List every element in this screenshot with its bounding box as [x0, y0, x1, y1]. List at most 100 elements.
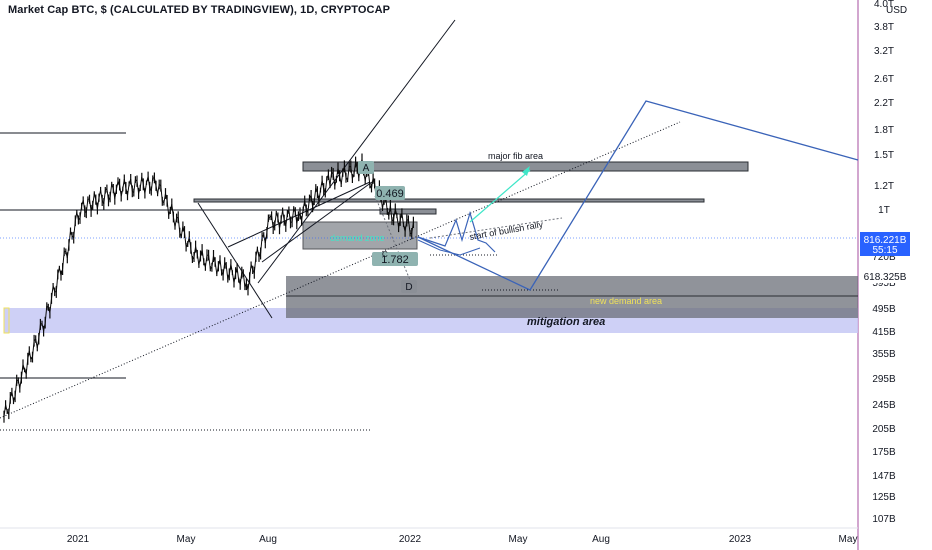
price-segment	[22, 364, 26, 371]
price-segment	[340, 172, 344, 185]
price-segment	[3, 404, 7, 417]
x-tick-label: May	[509, 534, 528, 545]
price-segment	[188, 236, 192, 249]
price-segment	[136, 181, 140, 194]
price-segment	[291, 208, 295, 222]
last-price-box[interactable]	[860, 232, 910, 256]
price-segment	[139, 176, 143, 188]
label-c: C	[382, 250, 388, 259]
price-segment	[66, 244, 70, 258]
price-segment	[158, 184, 162, 187]
price-segment	[275, 212, 279, 218]
pattern-line-1	[197, 202, 273, 319]
price-segment	[90, 205, 94, 212]
label-1782-box	[372, 252, 418, 266]
price-segment	[296, 215, 299, 224]
y-tick-label: 147B	[872, 471, 896, 482]
price-segment	[111, 184, 114, 189]
price-segment	[74, 212, 78, 221]
price-segment	[324, 178, 328, 193]
y-tick-label: 720B	[872, 252, 896, 263]
price-segment	[253, 256, 257, 273]
price-segment	[279, 219, 282, 229]
price-segment	[315, 187, 318, 193]
price-segment	[219, 259, 223, 273]
price-segment	[213, 255, 216, 263]
y-tick-label: 175B	[872, 447, 896, 458]
price-segment	[5, 404, 8, 412]
y-tick-label: 245B	[872, 400, 896, 411]
price-segment	[225, 265, 229, 279]
price-segment	[122, 179, 125, 190]
price-segment	[394, 208, 398, 216]
price-segment	[20, 364, 24, 378]
dotted-trendline	[0, 121, 681, 419]
y-tick-label: 355B	[872, 349, 896, 360]
x-axis: 2021 May Aug 2022 May Aug 2023 May	[67, 534, 858, 545]
price-segment	[196, 254, 200, 265]
price-segment	[230, 264, 233, 273]
x-tick-label: 2022	[399, 534, 422, 545]
price-segment	[46, 305, 49, 308]
price-segment	[182, 226, 185, 233]
price-segment	[133, 179, 136, 193]
price-segment	[32, 340, 35, 358]
price-segment	[294, 211, 298, 224]
price-segment	[337, 168, 341, 176]
price-segment	[227, 274, 230, 279]
price-segment	[301, 208, 304, 222]
price-segment	[401, 213, 404, 225]
price-segment	[255, 248, 258, 257]
price-segment	[96, 197, 100, 209]
price-segment	[123, 179, 127, 189]
price-segment	[266, 218, 269, 233]
price-segment	[329, 172, 333, 186]
reference-price-box	[860, 270, 910, 283]
price-segment	[393, 208, 396, 220]
price-segment	[168, 210, 171, 216]
price-segment	[191, 256, 195, 260]
price-segment	[198, 255, 201, 265]
last-price-countdown: 55:15	[872, 245, 897, 256]
y-axis: 4.0T 3.8T 3.2T 2.6T 2.2T 1.8T 1.5T 1.2T 1T 720B 59…	[872, 0, 896, 525]
price-segment	[389, 205, 393, 222]
price-segment	[174, 217, 178, 227]
price-segment	[30, 356, 33, 360]
price-segment	[201, 249, 205, 262]
price-segment	[228, 264, 232, 275]
price-segment	[157, 184, 160, 195]
y-tick-label: 415B	[872, 327, 896, 338]
price-segment	[290, 221, 293, 223]
y-tick-label: 595B	[872, 278, 896, 289]
price-segment	[144, 182, 147, 194]
price-segment	[285, 213, 288, 227]
price-segment	[312, 201, 315, 207]
price-segment	[313, 188, 317, 202]
label-major-fib: major fib area	[488, 151, 543, 161]
price-segment	[193, 246, 197, 258]
label-a: A	[363, 163, 370, 174]
price-segment	[85, 199, 89, 213]
price-segment	[115, 181, 119, 190]
price-segment	[106, 188, 109, 201]
price-segment	[76, 212, 79, 221]
price-segment	[407, 219, 411, 234]
price-segment	[19, 377, 22, 389]
price-segment	[60, 268, 64, 276]
price-segment	[249, 264, 252, 278]
price-segment	[51, 285, 54, 299]
projection-zigzag	[417, 210, 496, 253]
diagonal-line	[257, 19, 456, 284]
currency-label[interactable]: USD	[886, 5, 908, 16]
price-segment	[38, 324, 41, 339]
price-segment	[222, 262, 226, 275]
y-tick-label: 3.2T	[874, 46, 894, 57]
price-segment	[274, 212, 277, 226]
x-tick-label: May	[839, 534, 858, 545]
price-segment	[184, 232, 187, 248]
price-segment	[171, 204, 174, 217]
price-segment	[272, 225, 276, 229]
cyan-arrow-head	[522, 166, 530, 176]
price-segment	[208, 255, 211, 269]
